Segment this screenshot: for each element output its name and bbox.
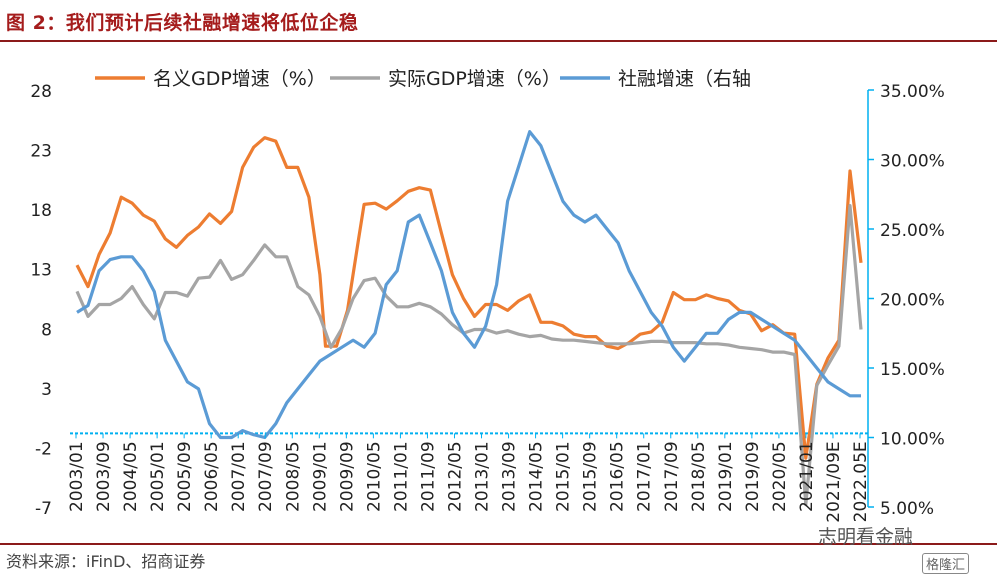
x-tick-label: 2003/01 [67,441,87,512]
watermark-text: 志明看金融 [818,526,914,548]
legend-label: 实际GDP增速（%） [388,68,561,90]
left-tick-label: 28 [30,82,52,102]
right-tick-label: 35.00% [880,82,945,102]
left-tick-label: 23 [30,142,52,162]
x-tick-label: 2004/05 [121,441,141,512]
x-tick-label: 2007/09 [256,441,276,512]
nominal-gdp-line [75,136,863,460]
x-tick-label: 2005/09 [175,441,195,512]
left-tick-label: -7 [35,499,52,519]
source-note: 资料来源：iFinD、招商证券 [6,552,206,571]
x-tick-label: 2017/01 [635,441,655,512]
x-tick-label: 2012/05 [445,441,465,512]
x-axis-ticks: 2003/01 2003/09 2004/05 2005/01 2005/09 2006/… [67,433,871,523]
x-tick-label: 2011/01 [391,441,411,512]
x-tick-label: 2009/01 [310,441,330,512]
x-tick-label: 2007/01 [229,441,249,512]
legend-label: 社融增速（右轴 [618,68,751,90]
x-tick-label: 2016/05 [608,441,628,512]
right-tick-label: 10.00% [880,430,945,450]
left-axis-ticks: 28 23 18 13 8 3 -2 -7 [30,82,52,519]
legend-label: 名义GDP增速（%） [153,68,326,90]
x-tick-label: 2019/01 [716,441,736,512]
x-tick-label: 2021/01 [797,441,817,512]
x-tick-label: 2014/05 [527,441,547,512]
right-tick-label: 25.00% [880,221,945,241]
x-tick-label: 2020/05 [770,441,790,512]
x-tick-label: 2018/05 [689,441,709,512]
left-tick-label: 18 [30,201,52,221]
tsf-growth-line [76,130,861,440]
x-tick-label: 2013/01 [473,441,493,512]
right-tick-label: 5.00% [880,499,934,519]
title-rule [0,40,997,42]
x-tick-label: 2005/01 [148,441,168,512]
series-lines [75,130,863,507]
real-gdp-line [75,204,863,507]
x-tick-label: 2017/09 [662,441,682,512]
x-tick-label: 2019/09 [743,441,763,512]
left-tick-label: 3 [41,380,52,400]
x-tick-label: 2022.05E [851,441,871,522]
left-tick-label: -2 [35,439,52,459]
bottom-rule [0,543,997,545]
x-tick-label: 2013/09 [500,441,520,512]
x-tick-label: 2021/09E [824,441,844,522]
x-tick-label: 2006/05 [202,441,222,512]
x-tick-label: 2003/09 [94,441,114,512]
figure-title: 图 2：我们预计后续社融增速将低位企稳 [6,12,359,34]
right-tick-label: 15.00% [880,360,945,380]
x-tick-label: 2015/09 [581,441,601,512]
chart: 名义GDP增速（%） 实际GDP增速（%） 社融增速（右轴 28 23 18 13 8 3 -2… [30,68,945,523]
x-tick-label: 2009/09 [337,441,357,512]
axes [70,90,869,507]
right-tick-label: 20.00% [880,291,945,311]
right-tick-label: 30.00% [880,152,945,172]
watermark-badge: 格隆汇 [922,553,970,574]
right-axis-ticks: 35.00% 30.00% 25.00% 20.00% 15.00% 10.00% 5.00… [868,82,945,519]
left-tick-label: 8 [41,320,52,340]
x-tick-label: 2010/05 [364,441,384,512]
x-tick-label: 2011/09 [418,441,438,512]
chart-legend: 名义GDP增速（%） 实际GDP增速（%） 社融增速（右轴 [95,68,751,90]
x-tick-label: 2015/01 [554,441,574,512]
left-tick-label: 13 [30,261,52,281]
x-tick-label: 2008/05 [283,441,303,512]
